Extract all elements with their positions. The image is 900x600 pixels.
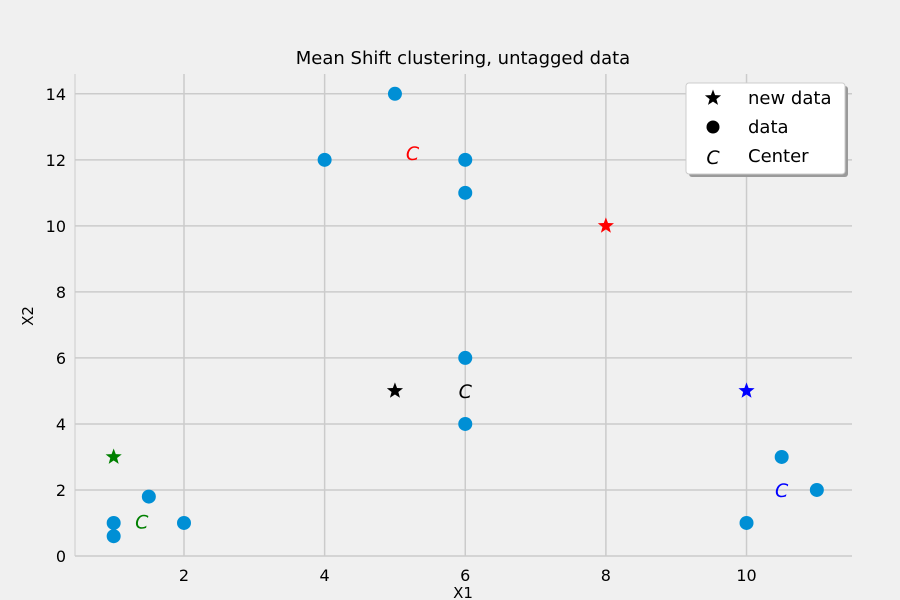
data-point [106,515,121,530]
legend: new data data C Center [685,82,848,177]
x-tick-label: 4 [320,566,330,585]
data-point [458,152,473,167]
y-tick-label: 14 [46,85,66,104]
data-point [774,449,789,464]
data-point [739,515,754,530]
new-data-star [105,448,122,464]
chart-title: Mean Shift clustering, untagged data [296,48,630,69]
center-marker: C [135,511,149,533]
legend-center-icon: C [706,147,720,169]
center-marker: C [459,381,473,403]
legend-label: new data [748,88,831,109]
data-point [176,515,191,530]
center-marker: C [406,143,420,165]
legend-circle-icon [706,120,720,134]
data-points [106,86,824,544]
y-tick-label: 6 [56,349,66,368]
x-tick-label: 8 [601,566,611,585]
legend-label: Center [748,146,809,167]
y-axis-label: X2 [19,306,37,326]
new-data-star [738,382,755,398]
legend-box [685,82,846,175]
y-tick-label: 12 [46,151,66,170]
data-point [809,482,824,497]
legend-star-icon [704,89,722,105]
data-point [387,86,402,101]
x-axis-label: X1 [453,584,473,600]
new-data-points [105,217,755,464]
data-point [458,185,473,200]
data-point [458,416,473,431]
data-point [106,529,121,544]
axes: 2 4 6 8 10 0 2 4 6 8 10 12 14 [46,74,852,585]
y-tick-label: 0 [56,547,66,566]
data-point [458,350,473,365]
y-tick-label: 4 [56,415,66,434]
x-tick-label: 6 [460,566,470,585]
y-tick-label: 2 [56,481,66,500]
data-point [317,152,332,167]
new-data-star [386,382,404,398]
cluster-centers: C C C C [135,143,789,533]
data-point [141,489,156,504]
new-data-star [597,217,614,233]
legend-label: data [748,117,789,138]
center-marker: C [775,480,789,502]
y-tick-label: 8 [56,283,66,302]
x-tick-label: 2 [179,566,189,585]
x-tick-label: 10 [736,566,756,585]
y-tick-label: 10 [46,217,66,236]
